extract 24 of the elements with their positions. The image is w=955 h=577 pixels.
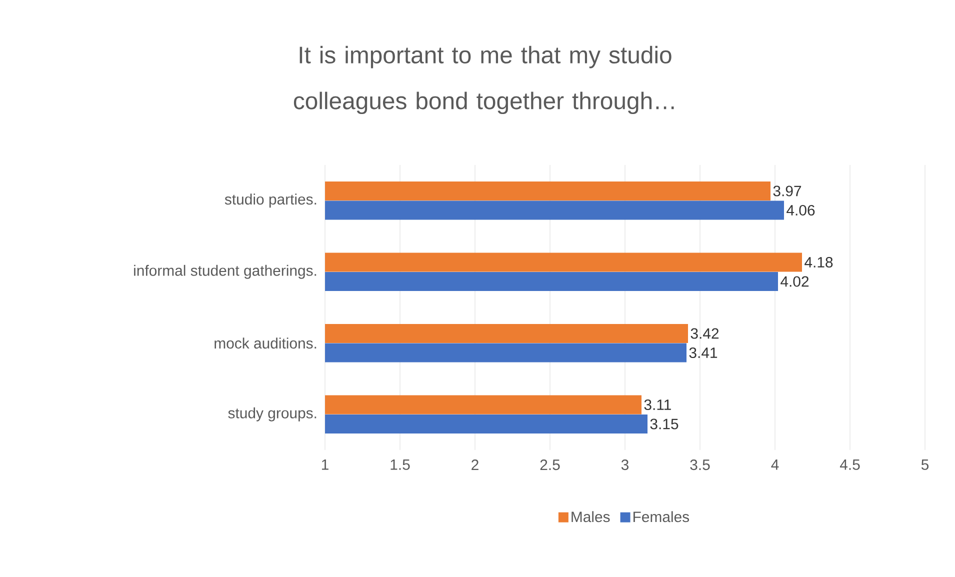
chart-title: It is important to me that my studio colleagues bond together through… bbox=[294, 46, 674, 114]
x-tick-label: 2.5 bbox=[540, 460, 560, 470]
x-tick-label: 1 bbox=[322, 460, 328, 470]
legend-label: Males bbox=[572, 511, 610, 522]
data-label: 3.41 bbox=[689, 347, 718, 358]
x-tick-label: 3.5 bbox=[690, 460, 710, 470]
y-tick-label: studio parties. bbox=[224, 194, 316, 208]
y-tick-label: study groups. bbox=[228, 407, 316, 422]
y-tick-label: mock auditions. bbox=[214, 338, 316, 349]
x-tick-label: 4.5 bbox=[840, 460, 860, 470]
data-label: 3.97 bbox=[773, 186, 802, 196]
data-label: 4.02 bbox=[780, 276, 809, 287]
data-label: 3.11 bbox=[644, 399, 671, 410]
x-tick-label: 3 bbox=[621, 460, 629, 470]
x-tick-label: 4 bbox=[771, 460, 779, 470]
data-label: 3.42 bbox=[690, 328, 719, 339]
y-tick-label: informal student gatherings. bbox=[134, 264, 316, 279]
data-label: 4.06 bbox=[786, 204, 815, 216]
x-tick-label: 5 bbox=[921, 460, 929, 470]
x-tick-label: 2 bbox=[472, 460, 478, 470]
data-label: 3.15 bbox=[650, 418, 678, 430]
x-tick-label: 1.5 bbox=[390, 460, 410, 470]
legend-label: Females bbox=[634, 511, 690, 522]
data-label: 4.18 bbox=[804, 256, 833, 268]
